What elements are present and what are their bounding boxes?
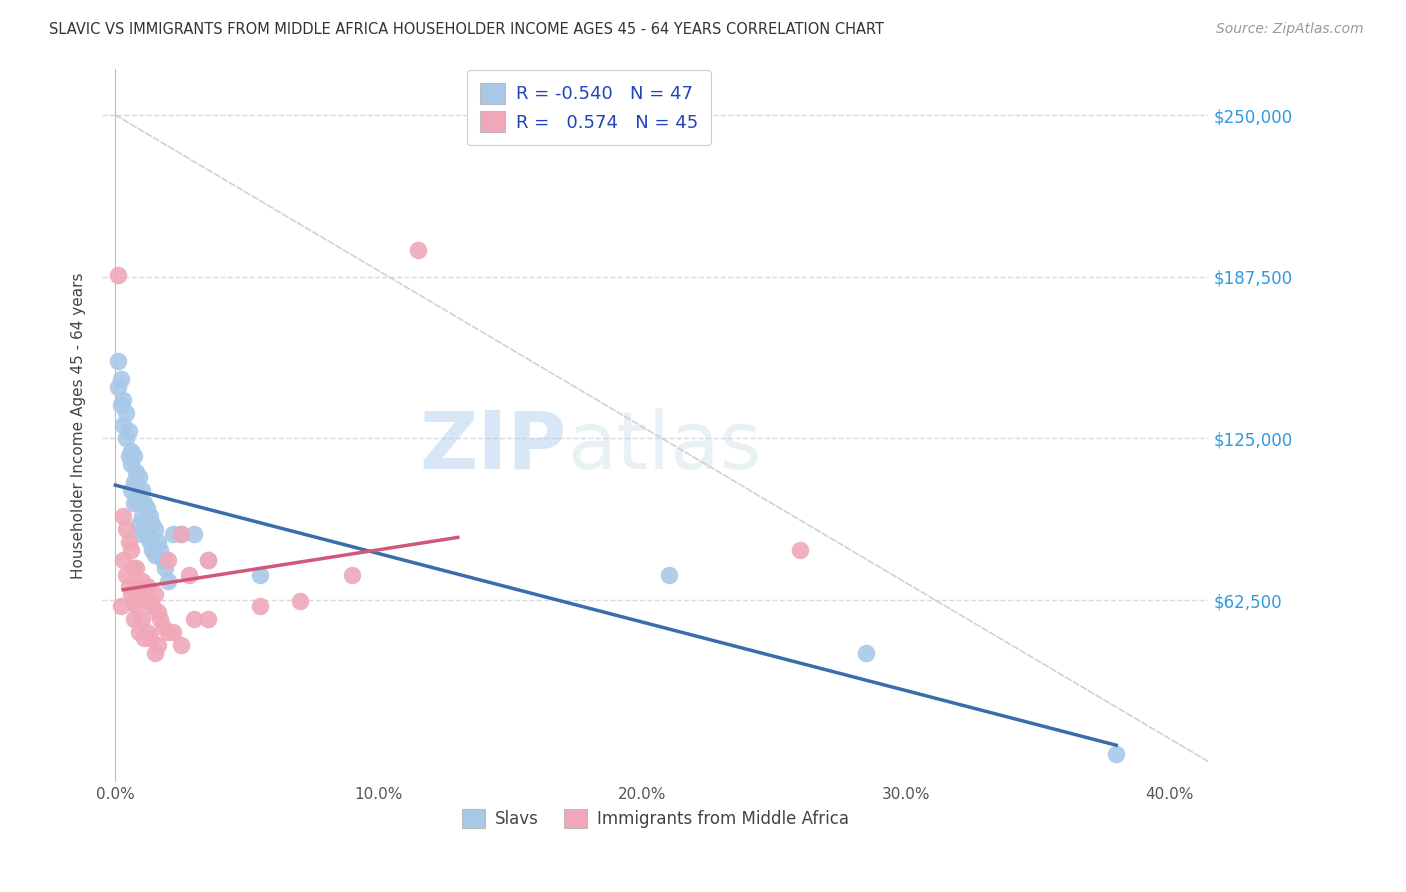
Point xyxy=(120,542,142,557)
Point xyxy=(141,516,163,531)
Point xyxy=(136,579,159,593)
Point xyxy=(128,579,150,593)
Point xyxy=(143,548,166,562)
Point xyxy=(112,553,135,567)
Point xyxy=(789,542,811,557)
Point xyxy=(122,475,145,490)
Point xyxy=(122,594,145,608)
Legend: Slavs, Immigrants from Middle Africa: Slavs, Immigrants from Middle Africa xyxy=(456,802,856,835)
Point xyxy=(122,560,145,574)
Point xyxy=(657,568,679,582)
Point xyxy=(110,599,132,614)
Point xyxy=(128,516,150,531)
Point xyxy=(134,496,156,510)
Point xyxy=(155,560,177,574)
Point xyxy=(141,599,163,614)
Point xyxy=(134,631,156,645)
Point xyxy=(117,424,139,438)
Point xyxy=(183,612,205,626)
Point xyxy=(162,527,184,541)
Point xyxy=(152,620,174,634)
Point xyxy=(408,243,430,257)
Point xyxy=(110,372,132,386)
Point xyxy=(112,508,135,523)
Point xyxy=(143,586,166,600)
Point xyxy=(131,527,153,541)
Point xyxy=(131,574,153,588)
Point xyxy=(146,638,169,652)
Point xyxy=(143,522,166,536)
Point xyxy=(138,631,160,645)
Point xyxy=(120,444,142,458)
Y-axis label: Householder Income Ages 45 - 64 years: Householder Income Ages 45 - 64 years xyxy=(72,272,86,579)
Point xyxy=(112,418,135,433)
Point xyxy=(110,398,132,412)
Point xyxy=(143,646,166,660)
Point xyxy=(170,527,193,541)
Point xyxy=(120,586,142,600)
Point xyxy=(117,534,139,549)
Point xyxy=(855,646,877,660)
Point xyxy=(152,553,174,567)
Point xyxy=(149,612,172,626)
Point xyxy=(131,483,153,497)
Point xyxy=(131,508,153,523)
Point xyxy=(134,586,156,600)
Text: SLAVIC VS IMMIGRANTS FROM MIDDLE AFRICA HOUSEHOLDER INCOME AGES 45 - 64 YEARS CO: SLAVIC VS IMMIGRANTS FROM MIDDLE AFRICA … xyxy=(49,22,884,37)
Point xyxy=(157,553,180,567)
Point xyxy=(197,553,219,567)
Point xyxy=(117,579,139,593)
Point xyxy=(125,465,148,479)
Point xyxy=(197,553,219,567)
Point xyxy=(141,542,163,557)
Point xyxy=(115,405,138,419)
Point xyxy=(1105,747,1128,761)
Point xyxy=(117,450,139,464)
Point xyxy=(120,457,142,471)
Point xyxy=(157,574,180,588)
Point xyxy=(138,508,160,523)
Point xyxy=(122,612,145,626)
Point xyxy=(125,560,148,574)
Point xyxy=(149,542,172,557)
Point xyxy=(115,522,138,536)
Point xyxy=(170,638,193,652)
Point xyxy=(179,568,201,582)
Point xyxy=(125,491,148,505)
Point xyxy=(107,379,129,393)
Point xyxy=(162,625,184,640)
Point xyxy=(138,534,160,549)
Point xyxy=(115,568,138,582)
Point xyxy=(136,625,159,640)
Point xyxy=(122,496,145,510)
Point xyxy=(128,470,150,484)
Text: ZIP: ZIP xyxy=(419,408,567,486)
Point xyxy=(107,353,129,368)
Point xyxy=(122,450,145,464)
Point xyxy=(136,527,159,541)
Point xyxy=(125,599,148,614)
Point xyxy=(120,483,142,497)
Point xyxy=(138,594,160,608)
Point xyxy=(146,534,169,549)
Point xyxy=(157,625,180,640)
Point xyxy=(183,527,205,541)
Point xyxy=(107,268,129,283)
Point xyxy=(249,599,271,614)
Point xyxy=(197,612,219,626)
Point xyxy=(134,522,156,536)
Point xyxy=(146,605,169,619)
Point xyxy=(342,568,364,582)
Point xyxy=(128,625,150,640)
Point xyxy=(115,431,138,445)
Point xyxy=(112,392,135,407)
Point xyxy=(136,501,159,516)
Point xyxy=(288,594,311,608)
Point xyxy=(128,496,150,510)
Point xyxy=(170,527,193,541)
Text: Source: ZipAtlas.com: Source: ZipAtlas.com xyxy=(1216,22,1364,37)
Point xyxy=(249,568,271,582)
Text: atlas: atlas xyxy=(567,408,761,486)
Point xyxy=(131,612,153,626)
